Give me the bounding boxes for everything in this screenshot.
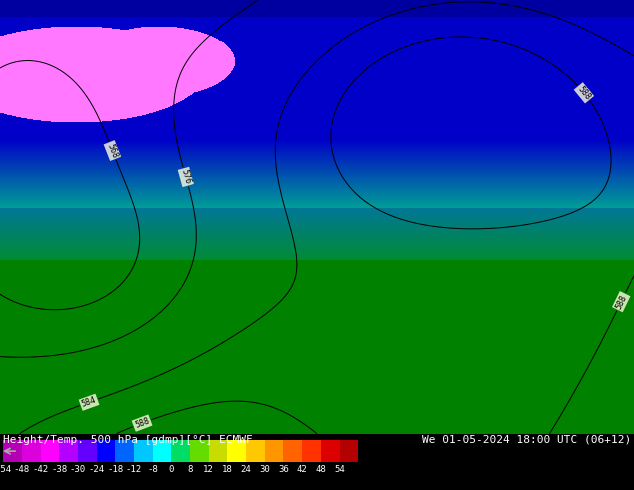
Text: -54: -54 <box>0 465 11 474</box>
Text: -38: -38 <box>51 465 67 474</box>
Text: 42: 42 <box>297 465 307 474</box>
Bar <box>340 441 358 462</box>
Bar <box>153 441 171 462</box>
Text: 8: 8 <box>187 465 193 474</box>
Text: -42: -42 <box>32 465 49 474</box>
Text: 24: 24 <box>241 465 252 474</box>
Text: 568: 568 <box>105 142 119 159</box>
Bar <box>41 441 59 462</box>
Text: -18: -18 <box>107 465 124 474</box>
Text: 0: 0 <box>169 465 174 474</box>
Bar <box>3 441 22 462</box>
Bar <box>265 441 283 462</box>
Bar <box>190 441 209 462</box>
Text: 584: 584 <box>81 395 98 409</box>
Text: 588: 588 <box>134 416 151 430</box>
Text: We 01-05-2024 18:00 UTC (06+12): We 01-05-2024 18:00 UTC (06+12) <box>422 435 631 445</box>
Text: -8: -8 <box>147 465 158 474</box>
Bar <box>209 441 228 462</box>
Text: 576: 576 <box>179 169 192 185</box>
Text: 30: 30 <box>259 465 270 474</box>
Text: -24: -24 <box>89 465 105 474</box>
Text: 54: 54 <box>334 465 345 474</box>
Text: -30: -30 <box>70 465 86 474</box>
Text: 588: 588 <box>614 293 628 310</box>
Bar <box>321 441 340 462</box>
Text: 12: 12 <box>204 465 214 474</box>
Bar <box>302 441 321 462</box>
Text: -48: -48 <box>14 465 30 474</box>
Bar <box>228 441 246 462</box>
Text: 18: 18 <box>222 465 233 474</box>
Bar <box>171 441 190 462</box>
Bar <box>96 441 115 462</box>
Bar <box>246 441 265 462</box>
Bar <box>283 441 302 462</box>
Text: 48: 48 <box>316 465 327 474</box>
Bar <box>78 441 96 462</box>
Bar <box>59 441 78 462</box>
Text: Height/Temp. 500 hPa [gdmp][°C] ECMWF: Height/Temp. 500 hPa [gdmp][°C] ECMWF <box>3 435 253 445</box>
Bar <box>115 441 134 462</box>
Bar <box>22 441 41 462</box>
Bar <box>134 441 153 462</box>
Text: -12: -12 <box>126 465 142 474</box>
Text: 588: 588 <box>576 84 592 101</box>
Text: 36: 36 <box>278 465 289 474</box>
